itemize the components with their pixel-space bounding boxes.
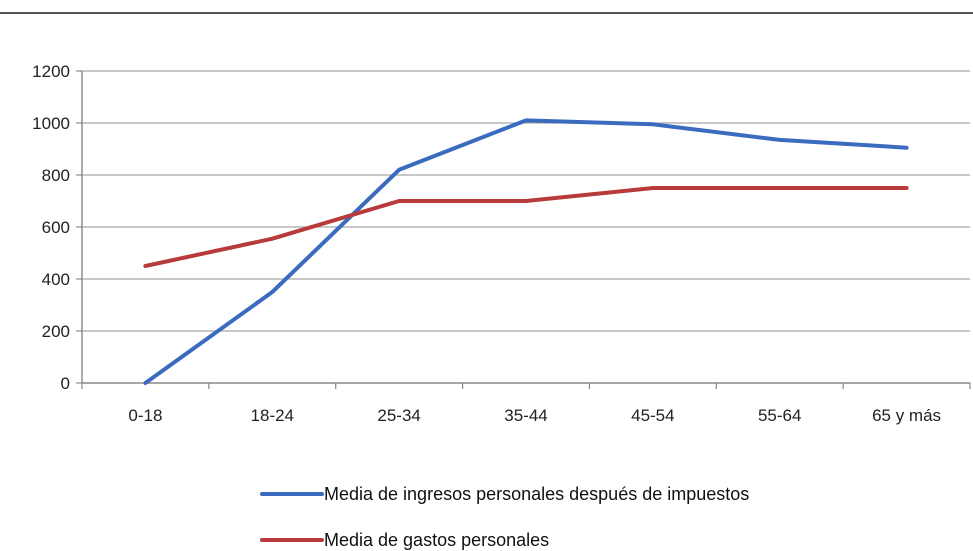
x-tick-labels: 0-18 18-24 25-34 35-44 45-54 55-64 65 y más: [128, 406, 941, 425]
x-tick-label: 65 y más: [872, 406, 941, 425]
x-tick-label: 45-54: [631, 406, 674, 425]
y-tick-label: 1000: [32, 114, 70, 133]
legend-label-0: Media de ingresos personales después de …: [324, 484, 749, 504]
y-tick-label: 600: [42, 218, 70, 237]
series-line-0: [143, 118, 909, 385]
legend: Media de ingresos personales después de …: [260, 484, 749, 550]
y-tick-labels: 0 200 400 600 800 1000 1200: [32, 62, 70, 393]
gridlines: [82, 70, 970, 332]
x-tick-label: 35-44: [504, 406, 547, 425]
y-tick-label: 200: [42, 322, 70, 341]
y-tick-label: 400: [42, 270, 70, 289]
series-lines: [143, 118, 909, 385]
x-tick-label: 18-24: [251, 406, 294, 425]
axes: [76, 70, 971, 389]
x-tick-label: 25-34: [377, 406, 420, 425]
series-line-1: [143, 186, 909, 268]
y-tick-label: 800: [42, 166, 70, 185]
y-tick-label: 1200: [32, 62, 70, 81]
legend-label-1: Media de gastos personales: [324, 530, 549, 550]
top-border-line: [0, 12, 973, 14]
x-tick-label: 55-64: [758, 406, 801, 425]
y-tick-label: 0: [61, 374, 70, 393]
x-tick-label: 0-18: [128, 406, 162, 425]
